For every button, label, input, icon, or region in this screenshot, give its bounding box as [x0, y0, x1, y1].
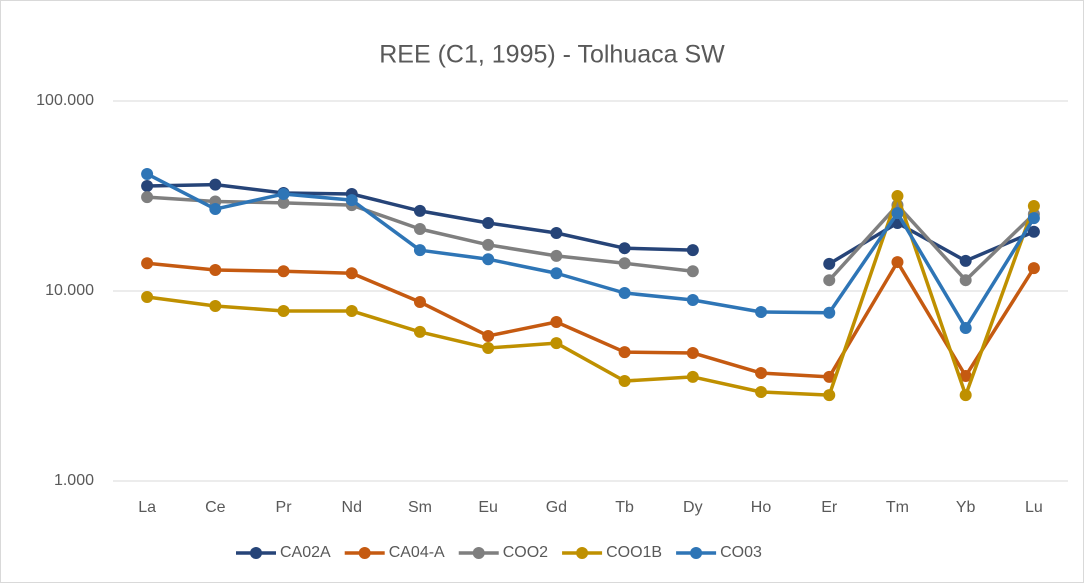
data-point	[755, 386, 768, 399]
x-tick-label: Dy	[683, 499, 703, 516]
data-point	[618, 287, 631, 300]
series-line	[146, 260, 1036, 379]
y-tick-label: 100.000	[36, 92, 94, 109]
data-point	[891, 207, 904, 220]
y-tick-label: 1.000	[54, 472, 94, 489]
data-point	[345, 194, 358, 207]
legend-label: CO03	[720, 544, 762, 561]
x-tick-label: Tm	[886, 499, 909, 516]
data-point	[550, 337, 563, 350]
data-point	[550, 315, 563, 328]
x-tick-label: Pr	[276, 499, 293, 516]
data-point	[755, 306, 768, 319]
data-point	[413, 325, 426, 338]
data-point	[959, 321, 972, 334]
data-point	[482, 238, 495, 251]
data-point	[141, 191, 154, 204]
legend-label: CA04-A	[389, 544, 445, 561]
data-point	[277, 304, 290, 317]
legend-marker	[690, 547, 703, 559]
data-point	[277, 196, 290, 209]
data-point	[686, 346, 699, 359]
chart-title: REE (C1, 1995) - Tolhuaca SW	[379, 41, 725, 69]
data-point	[482, 253, 495, 266]
x-tick-label: Lu	[1025, 499, 1043, 516]
data-point	[413, 222, 426, 235]
data-point	[686, 265, 699, 278]
x-tick-label: Ho	[751, 499, 772, 516]
data-point	[277, 265, 290, 278]
data-point	[345, 267, 358, 280]
legend-marker	[250, 547, 262, 559]
legend-label: COO1B	[606, 544, 662, 561]
data-point	[823, 274, 836, 287]
data-point	[823, 370, 836, 383]
data-point	[618, 346, 631, 359]
data-point	[550, 267, 563, 280]
data-point	[550, 249, 563, 262]
data-point	[141, 167, 154, 180]
legend-label: COO2	[503, 544, 548, 561]
x-tick-label: Er	[821, 499, 838, 516]
data-point	[413, 244, 426, 257]
x-tick-label: Eu	[478, 499, 498, 516]
data-point	[959, 254, 972, 267]
data-point	[550, 226, 563, 239]
data-point	[141, 179, 154, 192]
x-tick-label: Ce	[205, 499, 226, 516]
data-point	[891, 256, 904, 269]
x-tick-label: Tb	[615, 499, 634, 516]
data-point	[141, 257, 154, 270]
data-point	[959, 369, 972, 382]
x-tick-label: La	[138, 499, 156, 516]
data-point	[209, 263, 222, 276]
x-tick-label: Nd	[342, 499, 362, 516]
y-tick-label: 10.000	[45, 282, 94, 299]
x-tick-label: Sm	[408, 499, 432, 516]
data-point	[209, 203, 222, 216]
data-point	[891, 190, 904, 203]
data-point	[413, 296, 426, 309]
data-point	[686, 370, 699, 383]
data-point	[345, 304, 358, 317]
legend-marker	[576, 547, 589, 559]
x-tick-label: Yb	[956, 499, 976, 516]
legend-label: CA02A	[280, 544, 331, 561]
data-point	[823, 306, 836, 319]
data-point	[1027, 212, 1040, 225]
data-point	[141, 290, 154, 303]
legend-marker	[358, 547, 371, 559]
x-tick-label: Gd	[546, 499, 567, 516]
series-line	[146, 172, 1036, 330]
legend-marker	[472, 547, 485, 559]
data-point	[1027, 262, 1040, 275]
data-point	[618, 374, 631, 387]
data-point	[1027, 200, 1040, 213]
data-point	[413, 204, 426, 217]
data-point	[618, 242, 631, 255]
data-point	[277, 187, 290, 200]
data-point	[686, 293, 699, 306]
data-point	[686, 244, 699, 257]
data-point	[755, 367, 768, 380]
data-point	[1027, 225, 1040, 238]
data-point	[823, 389, 836, 402]
data-point	[209, 299, 222, 312]
data-point	[482, 329, 495, 342]
data-point	[482, 342, 495, 355]
data-point	[482, 216, 495, 229]
data-point	[823, 257, 836, 270]
data-point	[209, 178, 222, 191]
data-point	[959, 274, 972, 287]
data-point	[959, 389, 972, 402]
data-point	[618, 257, 631, 270]
